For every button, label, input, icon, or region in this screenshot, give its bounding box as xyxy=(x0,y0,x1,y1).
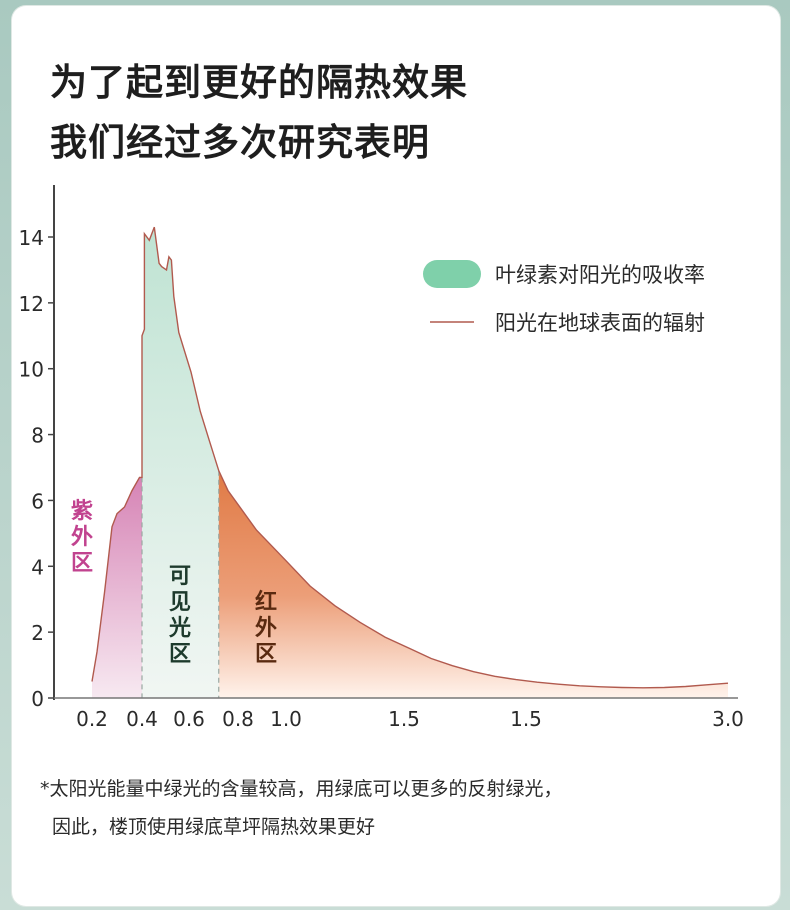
x-tick-label: 1.0 xyxy=(270,707,302,731)
footnote-line-2: 因此，楼顶使用绿底草坪隔热效果更好 xyxy=(52,816,376,838)
footnote-line-1: *太阳光能量中绿光的含量较高，用绿底可以更多的反射绿光， xyxy=(40,778,563,800)
ir-region-label: 红外区 xyxy=(255,589,277,667)
radiation-curve-line xyxy=(91,226,729,689)
x-tick-label: 0.2 xyxy=(76,707,108,731)
x-tick-label: 0.4 xyxy=(126,707,158,731)
x-tick-label: 3.0 xyxy=(712,707,744,731)
y-tick-label: 4 xyxy=(31,555,44,579)
legend-label-radiation: 阳光在地球表面的辐射 xyxy=(495,311,705,335)
uv-region-fill xyxy=(92,335,142,698)
chart-axes xyxy=(53,185,738,700)
y-tick-label: 2 xyxy=(31,621,44,645)
page-title-line-2: 我们经过多次研究表明 xyxy=(50,121,430,164)
x-tick-label: 1.5 xyxy=(388,707,420,731)
y-axis-ticks: 0 2 4 6 8 10 12 14 xyxy=(19,226,54,711)
y-tick-label: 12 xyxy=(19,292,44,316)
content-card xyxy=(12,6,780,906)
visible-region-fill xyxy=(142,227,219,698)
page-title-line-1: 为了起到更好的隔热效果 xyxy=(50,61,468,104)
y-tick-label: 0 xyxy=(31,687,44,711)
y-tick-label: 10 xyxy=(19,358,44,382)
legend-label-chlorophyll: 叶绿素对阳光的吸收率 xyxy=(495,263,705,287)
uv-region-label: 紫外区 xyxy=(71,498,93,576)
x-tick-label: 1.5 xyxy=(510,707,542,731)
x-tick-label: 0.8 xyxy=(222,707,254,731)
ir-region-fill xyxy=(218,470,729,698)
y-tick-label: 14 xyxy=(19,226,44,250)
spectrum-regions xyxy=(92,227,729,698)
radiation-curve xyxy=(91,226,729,689)
legend-swatch-chlorophyll xyxy=(423,260,481,288)
visible-region-label: 可见光区 xyxy=(168,564,191,667)
y-tick-label: 8 xyxy=(31,424,44,448)
region-dividers xyxy=(141,470,220,698)
x-tick-label: 0.6 xyxy=(173,707,205,731)
x-axis-ticks: 0.2 0.4 0.6 0.8 1.0 1.5 1.5 3.0 xyxy=(76,707,744,731)
y-tick-label: 6 xyxy=(31,489,44,513)
